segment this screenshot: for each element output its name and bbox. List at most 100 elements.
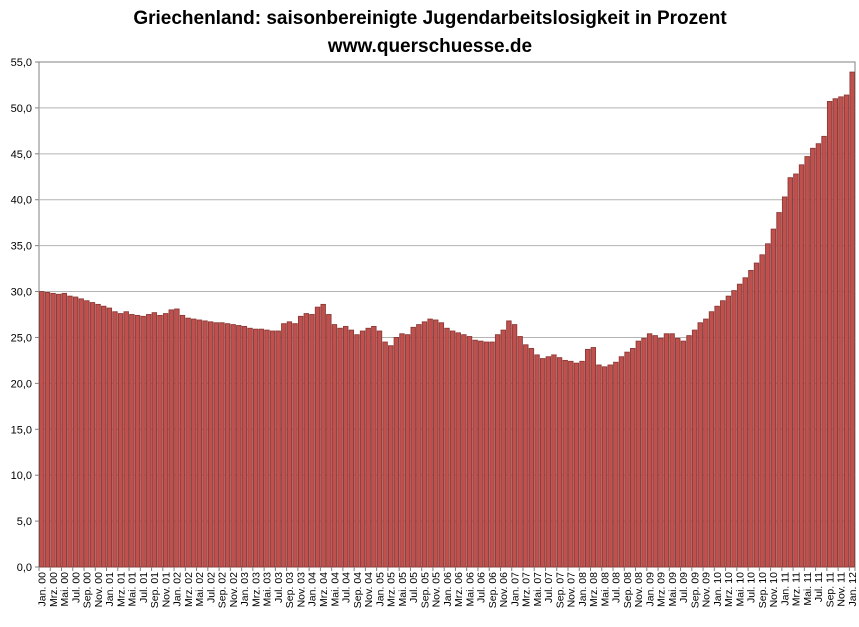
bar <box>523 344 529 568</box>
x-tick-label: Mai. 01 <box>127 572 139 607</box>
bar <box>320 303 326 568</box>
bar <box>275 330 281 568</box>
x-tick-label: Jul. 00 <box>70 572 82 603</box>
bar <box>680 340 687 568</box>
bar <box>236 325 242 568</box>
x-tick-label: Jul. 01 <box>138 572 150 603</box>
x-tick-label: Mrz. 05 <box>386 572 398 607</box>
bar <box>444 327 450 568</box>
bar <box>753 262 760 568</box>
x-tick-label: Jul. 10 <box>746 572 758 603</box>
bar <box>765 243 771 568</box>
y-tick-label: 30,0 <box>11 287 32 299</box>
bar <box>61 292 68 568</box>
x-tick-label: Mrz. 04 <box>318 572 330 607</box>
x-tick-label: Mai. 10 <box>734 572 746 607</box>
y-tick-label: 20,0 <box>11 378 32 390</box>
x-tick-label: Sep. 08 <box>622 572 634 608</box>
bar <box>151 312 158 568</box>
bars-group <box>39 71 855 568</box>
bar <box>787 177 793 568</box>
bar <box>297 315 304 568</box>
x-tick-label: Mai. 11 <box>802 572 814 606</box>
bar <box>56 293 62 568</box>
bar <box>494 334 501 568</box>
x-tick-label: Jul. 08 <box>611 572 623 603</box>
bar <box>371 325 377 568</box>
x-tick-label: Jan. 03 <box>239 572 251 607</box>
bar <box>832 98 838 568</box>
x-tick-label: Nov. 06 <box>498 572 510 608</box>
bar <box>849 71 855 568</box>
bar <box>112 311 118 568</box>
x-tick-label: Mrz. 09 <box>656 572 668 607</box>
bar <box>545 356 551 568</box>
x-tick-label: Jan. 07 <box>509 572 521 607</box>
bar <box>579 360 585 568</box>
x-tick-label: Sep. 11 <box>824 572 836 608</box>
y-tick-label: 55,0 <box>11 57 32 69</box>
bar <box>624 351 630 568</box>
bar <box>359 330 366 568</box>
x-tick-label: Sep. 03 <box>284 572 296 608</box>
x-tick-label: Mrz. 02 <box>183 572 195 607</box>
bar <box>281 323 287 568</box>
y-tick-label: 0,0 <box>17 562 32 574</box>
x-tick-label: Jan. 09 <box>644 572 656 607</box>
bar <box>252 328 259 568</box>
bar <box>669 333 675 568</box>
bar <box>303 313 310 568</box>
x-tick-label: Jan. 02 <box>172 572 184 607</box>
bar <box>584 348 591 568</box>
bar <box>590 347 597 568</box>
bar <box>793 173 799 568</box>
bar <box>466 336 473 568</box>
bar <box>382 341 388 568</box>
bar <box>483 341 490 568</box>
bar <box>810 147 816 568</box>
bar <box>568 360 574 568</box>
bar <box>39 291 45 568</box>
bar <box>247 327 253 568</box>
x-tick-label: Jul. 03 <box>273 572 285 603</box>
bar <box>781 196 788 568</box>
bar <box>185 317 191 568</box>
y-tick-label: 35,0 <box>11 241 32 253</box>
x-tick-label: Sep. 00 <box>82 572 94 608</box>
bar <box>354 334 360 568</box>
bar <box>804 156 810 568</box>
bar <box>798 164 805 568</box>
bar <box>309 314 315 568</box>
y-tick-label: 5,0 <box>17 516 32 528</box>
bar <box>421 321 428 568</box>
bar <box>697 322 703 568</box>
bar <box>686 335 692 568</box>
bar <box>573 362 580 568</box>
x-tick-label: Jan. 01 <box>104 572 116 607</box>
bar <box>455 332 461 568</box>
bar <box>534 354 540 568</box>
bar <box>691 329 698 568</box>
bar <box>101 305 107 568</box>
bar <box>95 303 101 568</box>
y-axis: 0,0 5,0 10,0 15,0 20,0 25,0 30,0 35,0 40,0 45,0 50… <box>11 57 39 574</box>
bar <box>652 335 658 568</box>
x-tick-label: Sep. 04 <box>352 572 364 608</box>
bar <box>725 295 732 568</box>
bar <box>528 348 535 568</box>
bar <box>241 325 248 568</box>
x-tick-label: Nov. 05 <box>431 572 443 608</box>
chart-subtitle: www.querschuesse.de <box>327 36 532 57</box>
x-tick-label: Jan. 08 <box>577 572 589 607</box>
x-tick-label: Nov. 11 <box>836 572 848 607</box>
x-tick-label: Nov. 02 <box>228 572 240 608</box>
x-tick-label: Mai. 06 <box>464 572 476 607</box>
x-tick-label: Jul. 09 <box>678 572 690 603</box>
x-tick-label: Mrz. 00 <box>48 572 60 607</box>
bar <box>348 329 355 568</box>
x-tick-label: Jul. 05 <box>408 572 420 603</box>
x-tick-label: Jul. 06 <box>476 572 488 603</box>
bar <box>613 361 619 568</box>
x-tick-label: Nov. 01 <box>160 572 172 608</box>
bar <box>731 290 737 568</box>
